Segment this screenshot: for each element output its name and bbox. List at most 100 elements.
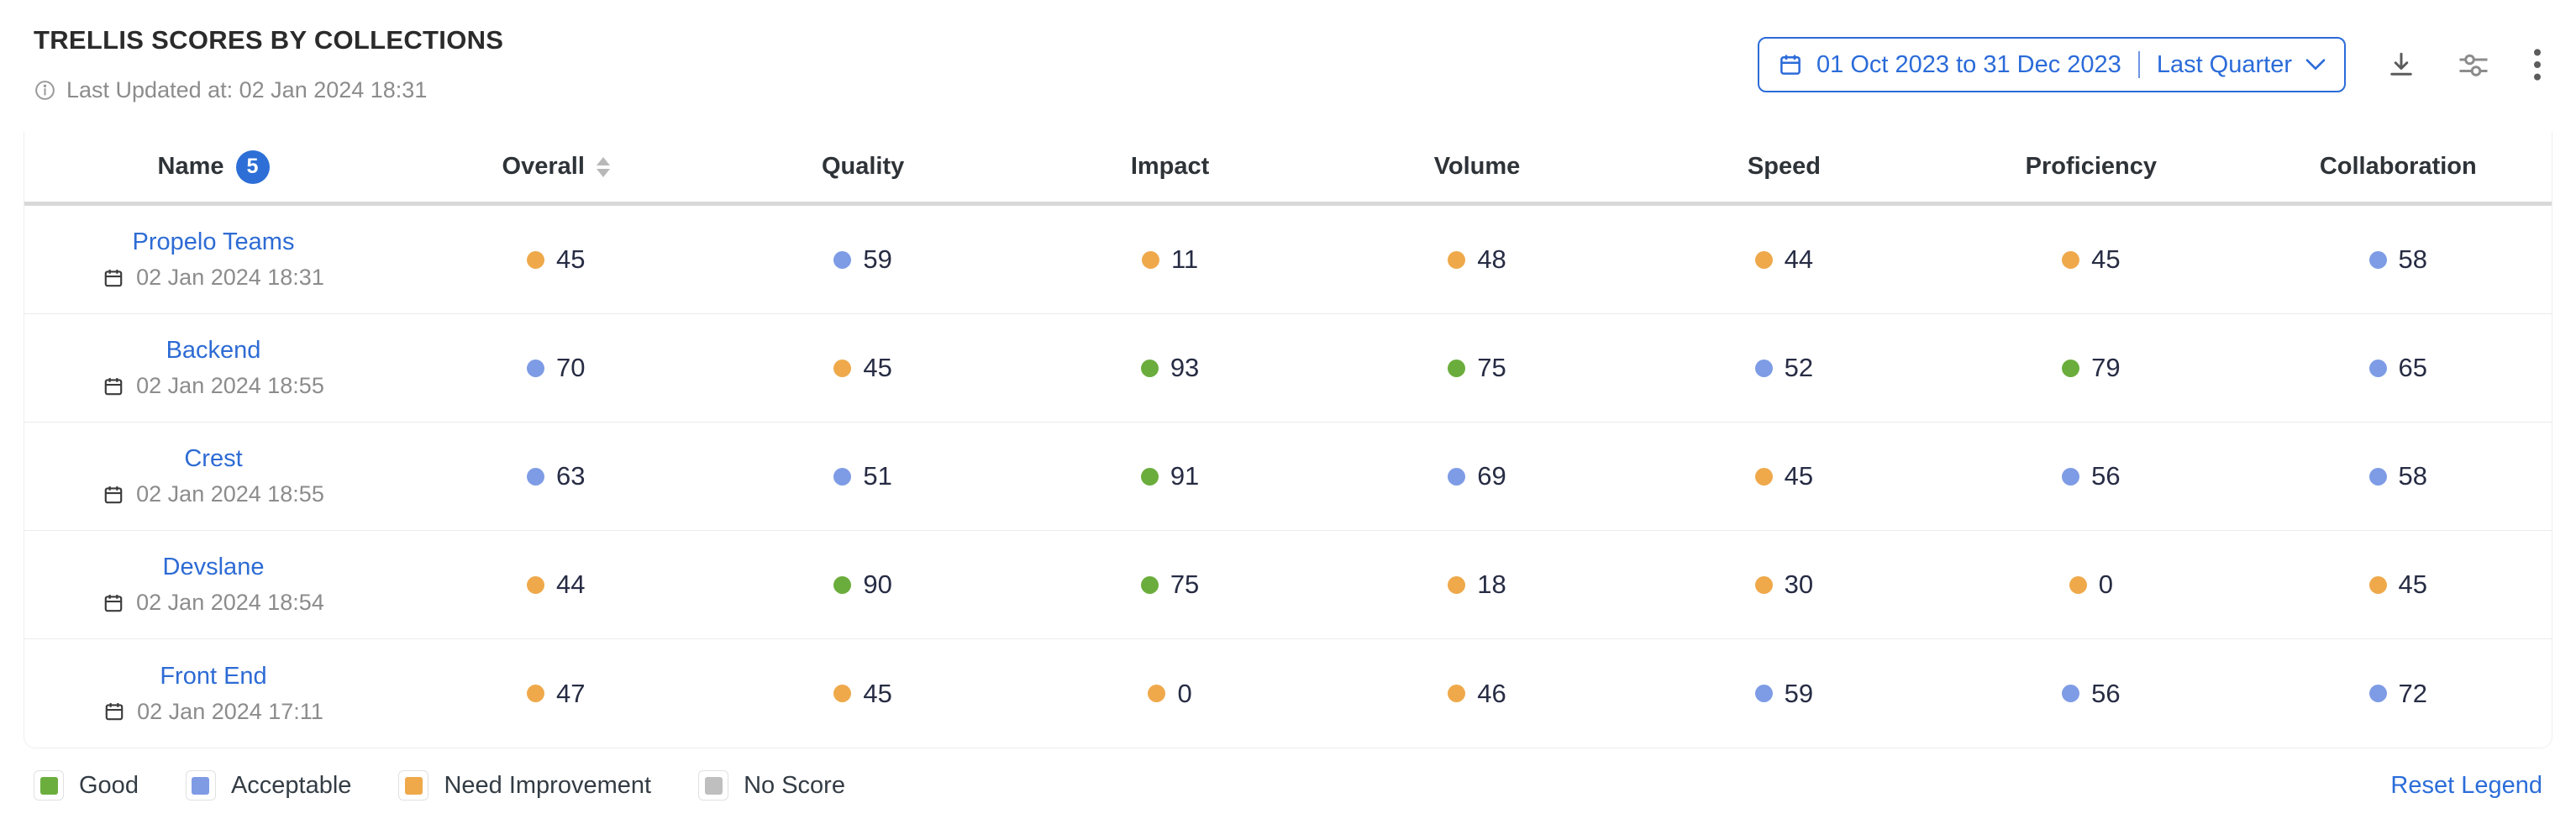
score-cell-volume: 46 [1323, 679, 1630, 709]
score-value: 58 [2398, 461, 2428, 491]
score-dot [1754, 250, 1773, 269]
score-cell-overall: 44 [402, 570, 709, 600]
column-header-speed: Speed [1747, 153, 1821, 180]
collection-link[interactable]: Propelo Teams [132, 228, 295, 255]
score-dot [1448, 250, 1466, 269]
score-cell-quality: 51 [709, 461, 1016, 491]
score-value: 59 [1784, 678, 1814, 708]
score-cell-speed: 45 [1631, 461, 1937, 491]
collection-link[interactable]: Front End [160, 662, 267, 690]
calendar-icon [103, 701, 125, 722]
score-dot [833, 575, 852, 594]
score-dot [2062, 467, 2080, 486]
score-dot [1448, 359, 1466, 377]
calendar-icon [1778, 52, 1803, 77]
score-dot [833, 685, 852, 702]
name-cell: Devslane 02 Jan 2024 18:54 [24, 554, 402, 616]
settings-sliders-icon[interactable] [2457, 50, 2490, 80]
score-cell-impact: 91 [1017, 461, 1323, 491]
score-value: 45 [555, 244, 586, 274]
reset-legend-link[interactable]: Reset Legend [2390, 771, 2542, 799]
score-value: 0 [2098, 570, 2113, 599]
score-cell-overall: 47 [402, 679, 709, 709]
collection-link[interactable]: Devslane [162, 554, 265, 580]
legend-swatch-icon [185, 770, 216, 801]
name-cell: Front End 02 Jan 2024 17:11 [24, 663, 402, 725]
date-range-picker[interactable]: 01 Oct 2023 to 31 Dec 2023 Last Quarter [1758, 37, 2346, 92]
column-header-impact: Impact [1130, 153, 1210, 180]
date-range-text: 01 Oct 2023 to 31 Dec 2023 [1816, 50, 2121, 78]
score-dot [526, 467, 544, 486]
score-dot [2368, 250, 2387, 269]
score-cell-quality: 59 [709, 244, 1016, 275]
score-value: 56 [2091, 461, 2121, 491]
score-cell-collaboration: 58 [2245, 461, 2552, 491]
scores-table: Name 5 Overall Quality Impact Volume Spe… [24, 132, 2552, 748]
last-updated-text: Last Updated at: 02 Jan 2024 18:31 [66, 77, 428, 102]
score-dot [833, 359, 852, 377]
score-value: 93 [1170, 353, 1200, 382]
widget-title-block: TRELLIS SCORES BY COLLECTIONS Last Updat… [24, 25, 503, 103]
score-cell-collaboration: 65 [2245, 353, 2552, 383]
table-row: Backend 02 Jan 2024 18:55 70 45 93 75 52… [24, 314, 2552, 423]
score-value: 79 [2091, 353, 2121, 382]
score-cell-impact: 93 [1017, 353, 1323, 383]
score-dot [2368, 575, 2387, 594]
score-value: 63 [555, 461, 586, 491]
score-dot [2062, 685, 2080, 702]
score-value: 45 [2398, 570, 2428, 599]
score-value: 46 [1477, 678, 1506, 708]
legend-item-good[interactable]: Good [34, 770, 139, 801]
table-row: Propelo Teams 02 Jan 2024 18:31 45 59 11… [24, 206, 2552, 314]
legend-items: Good Acceptable Need Improvement No Scor… [34, 770, 2390, 801]
score-value: 75 [1477, 353, 1506, 382]
legend-item-no-score[interactable]: No Score [698, 770, 845, 801]
row-date-line: 02 Jan 2024 18:31 [103, 265, 324, 291]
legend-swatch-icon [698, 770, 729, 801]
score-cell-speed: 59 [1631, 679, 1937, 709]
score-value: 45 [863, 678, 892, 708]
row-date-text: 02 Jan 2024 18:54 [136, 590, 324, 615]
collection-link[interactable]: Crest [184, 445, 243, 472]
legend-item-need-improvement[interactable]: Need Improvement [398, 770, 651, 801]
score-dot [2368, 467, 2387, 486]
name-cell: Propelo Teams 02 Jan 2024 18:31 [24, 228, 402, 291]
score-dot [1754, 467, 1773, 486]
legend-label: Good [79, 771, 139, 799]
picker-divider [2137, 51, 2140, 78]
score-value: 59 [863, 244, 892, 274]
column-header-overall[interactable]: Overall [402, 153, 709, 181]
legend-swatch-icon [34, 770, 64, 801]
chevron-down-icon [2305, 58, 2326, 71]
legend-label: Need Improvement [444, 771, 652, 799]
info-icon [34, 79, 56, 102]
score-value: 69 [1477, 461, 1506, 491]
score-value: 44 [1784, 244, 1814, 274]
last-updated-line: Last Updated at: 02 Jan 2024 18:31 [24, 77, 503, 103]
legend-item-acceptable[interactable]: Acceptable [185, 770, 351, 801]
sort-icon[interactable] [596, 156, 610, 177]
score-dot [1754, 575, 1773, 594]
score-cell-proficiency: 45 [1937, 244, 2244, 275]
score-value: 75 [1170, 570, 1200, 599]
score-cell-speed: 30 [1631, 570, 1937, 600]
more-menu-icon[interactable] [2531, 48, 2544, 81]
score-cell-proficiency: 79 [1937, 353, 2244, 383]
score-value: 65 [2398, 353, 2428, 382]
score-dot [2062, 359, 2080, 377]
score-dot [1448, 575, 1466, 594]
score-dot [526, 575, 544, 594]
score-cell-proficiency: 0 [1937, 570, 2244, 600]
score-dot [833, 250, 852, 269]
download-icon[interactable] [2386, 50, 2416, 80]
score-value: 70 [555, 353, 586, 382]
score-dot [1140, 575, 1159, 594]
score-value: 45 [2091, 244, 2121, 274]
row-date-text: 02 Jan 2024 17:11 [137, 698, 323, 724]
name-cell: Backend 02 Jan 2024 18:55 [24, 337, 402, 399]
score-value: 47 [555, 678, 586, 708]
collection-link[interactable]: Backend [166, 337, 261, 364]
score-dot [833, 467, 852, 486]
score-value: 51 [863, 461, 892, 491]
legend-label: No Score [744, 771, 845, 799]
